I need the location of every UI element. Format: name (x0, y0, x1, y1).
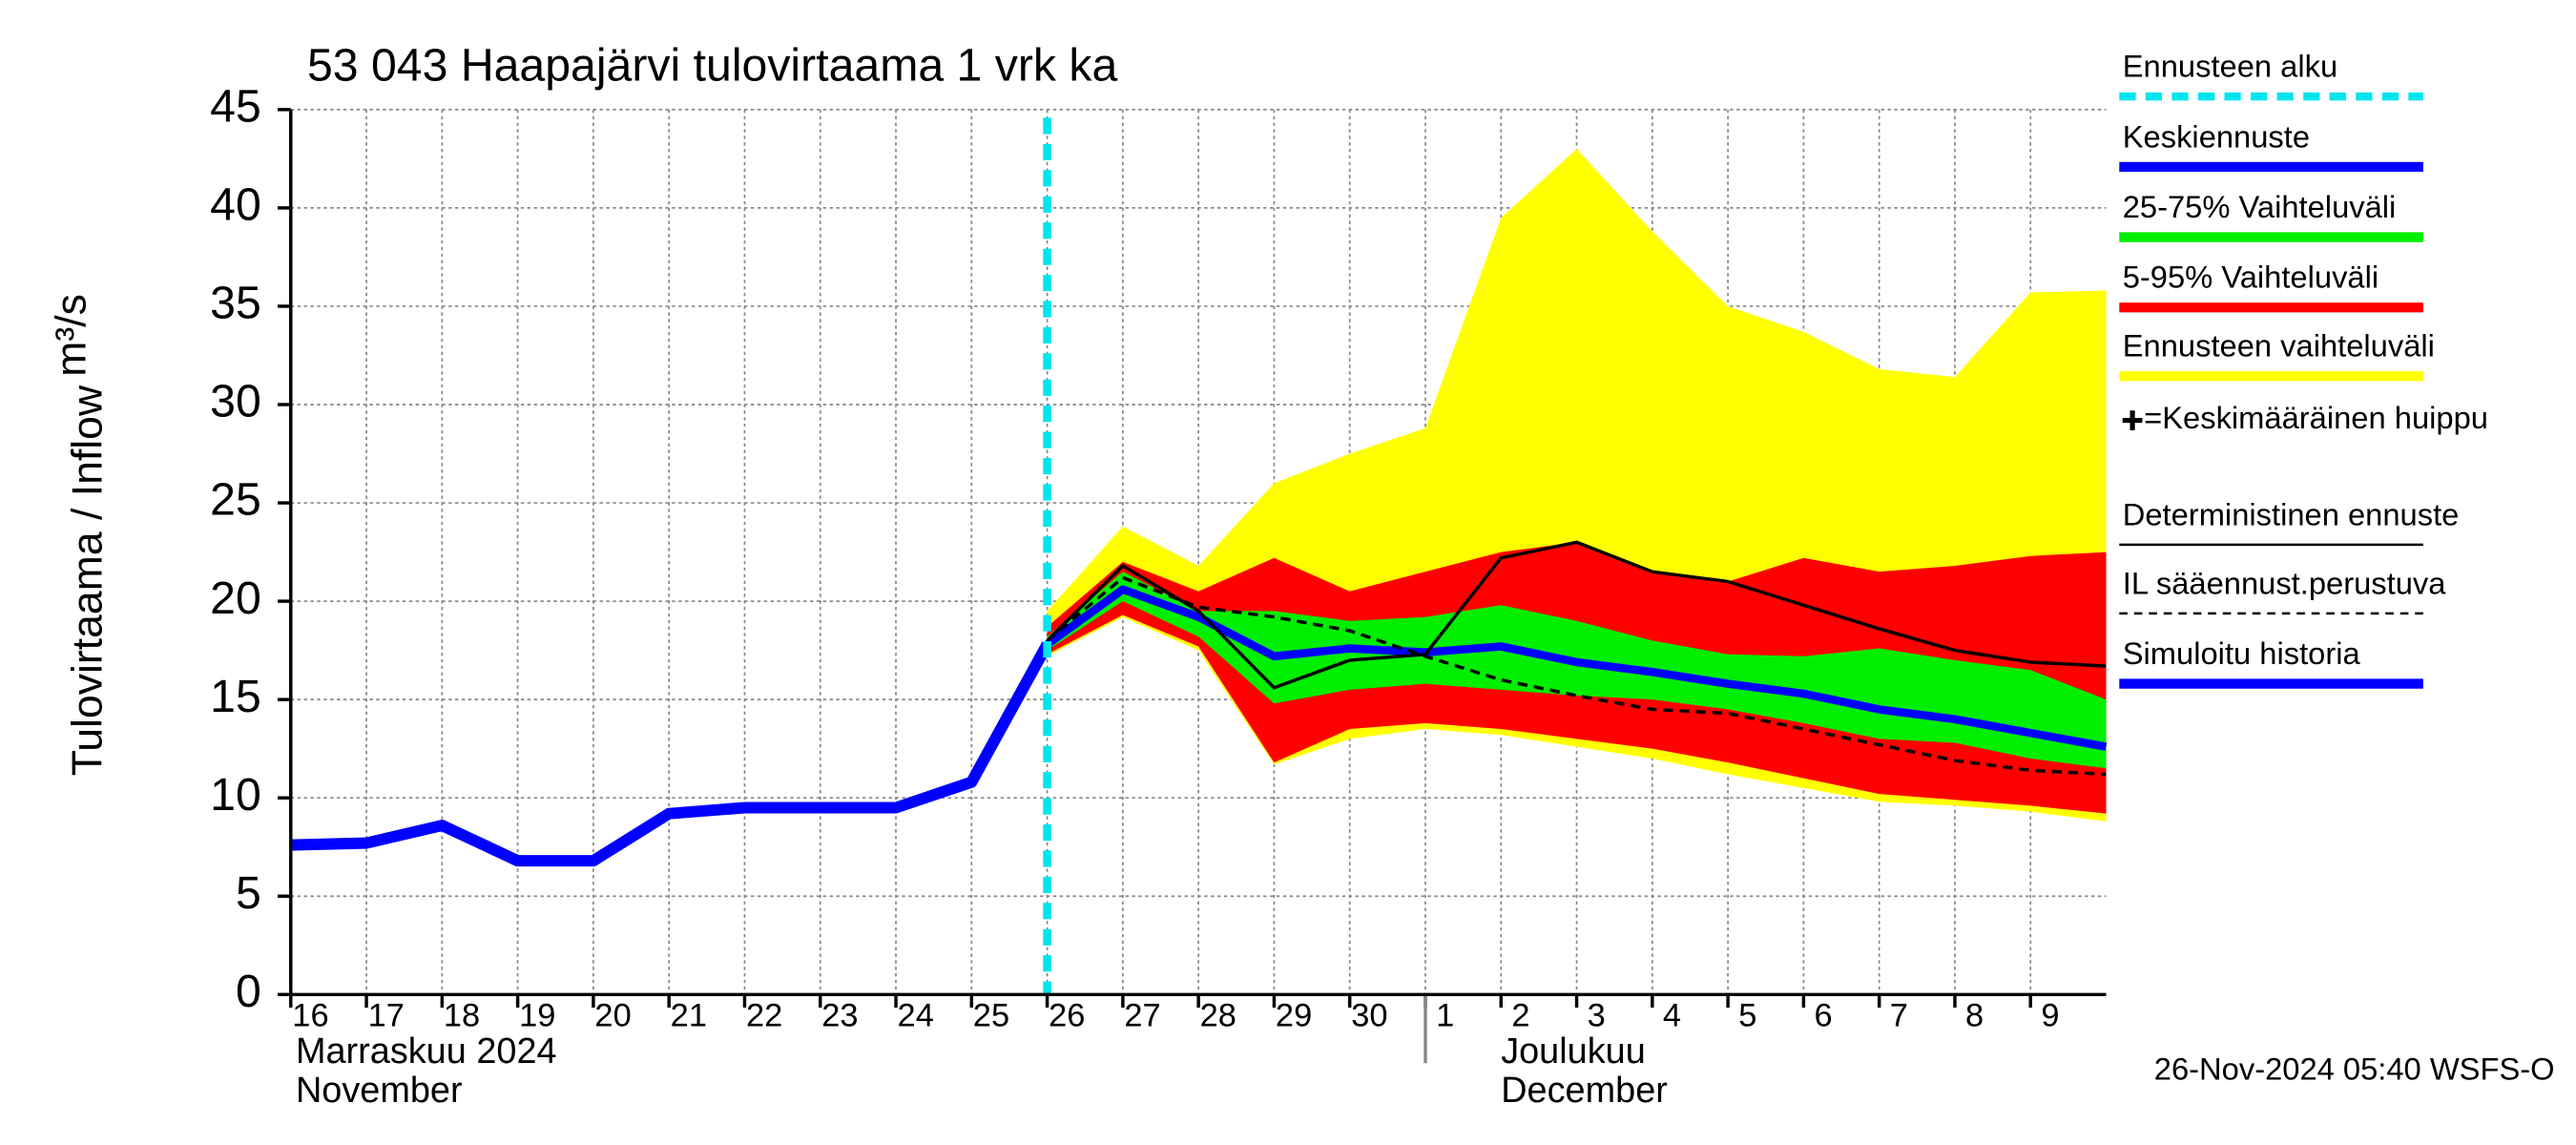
y-axis-label: Tulovirtaama / Inflow (64, 385, 111, 776)
y-tick-label: 45 (210, 81, 261, 133)
month-label: December (1501, 1071, 1668, 1111)
y-tick-label: 20 (210, 572, 261, 624)
peak-note: =Keskimääräinen huippu (2144, 400, 2488, 435)
x-tick-label: 18 (444, 997, 480, 1033)
series-line (1046, 540, 2107, 690)
month-label: Joulukuu (1501, 1031, 1646, 1072)
y-tick-label: 0 (236, 966, 261, 1017)
x-tick-label: 1 (1436, 997, 1454, 1033)
legend-label: Ennusteen vaihteluväli (2123, 328, 2435, 364)
y-tick-label: 15 (210, 671, 261, 722)
x-tick-label: 25 (973, 997, 1009, 1033)
series-line (290, 641, 1052, 867)
x-tick-label: 17 (368, 997, 405, 1033)
series-line (1046, 575, 2107, 777)
x-tick-label: 26 (1049, 997, 1085, 1033)
y-tick-label: 30 (210, 376, 261, 427)
x-tick-label: 2 (1511, 997, 1529, 1033)
y-axis-unit: m³/s (48, 294, 94, 377)
x-tick-label: 4 (1663, 997, 1681, 1033)
y-tick-label: 10 (210, 769, 261, 821)
x-tick-label: 19 (519, 997, 555, 1033)
band-area (1047, 572, 2107, 769)
legend-label: 25-75% Vaihteluväli (2123, 189, 2397, 224)
month-label: Marraskuu 2024 (296, 1031, 557, 1072)
legend-label: Keskiennuste (2123, 118, 2310, 154)
peak-marker (2122, 410, 2143, 430)
x-tick-label: 8 (1965, 997, 1984, 1033)
x-tick-label: 29 (1276, 997, 1312, 1033)
y-tick-label: 25 (210, 474, 261, 526)
x-tick-label: 6 (1814, 997, 1832, 1033)
footer: 26-Nov-2024 05:40 WSFS-O (2154, 1051, 2555, 1087)
legend-label: IL sääennust.perustuva (2123, 565, 2447, 600)
x-tick-label: 7 (1890, 997, 1908, 1033)
y-tick-label: 40 (210, 179, 261, 231)
x-tick-label: 27 (1124, 997, 1160, 1033)
x-tick-label: 20 (594, 997, 631, 1033)
x-tick-label: 3 (1588, 997, 1606, 1033)
month-label: November (296, 1071, 463, 1111)
chart-title: 53 043 Haapajärvi tulovirtaama 1 vrk ka (307, 40, 1118, 92)
x-tick-label: 21 (671, 997, 707, 1033)
x-tick-label: 23 (821, 997, 858, 1033)
x-tick-label: 24 (898, 997, 934, 1033)
legend-label: Simuloitu historia (2123, 635, 2361, 671)
legend-label: 5-95% Vaihteluväli (2123, 260, 2379, 295)
x-tick-label: 22 (746, 997, 782, 1033)
y-tick-label: 5 (236, 867, 261, 919)
y-tick-label: 35 (210, 278, 261, 329)
x-tick-label: 16 (292, 997, 328, 1033)
legend-label: Deterministinen ennuste (2123, 496, 2460, 531)
x-tick-label: 30 (1351, 997, 1387, 1033)
legend-label: Ennusteen alku (2123, 49, 2337, 84)
x-tick-label: 28 (1200, 997, 1236, 1033)
series-line (1045, 585, 2108, 751)
x-tick-label: 9 (2041, 997, 2059, 1033)
x-tick-label: 5 (1738, 997, 1756, 1033)
